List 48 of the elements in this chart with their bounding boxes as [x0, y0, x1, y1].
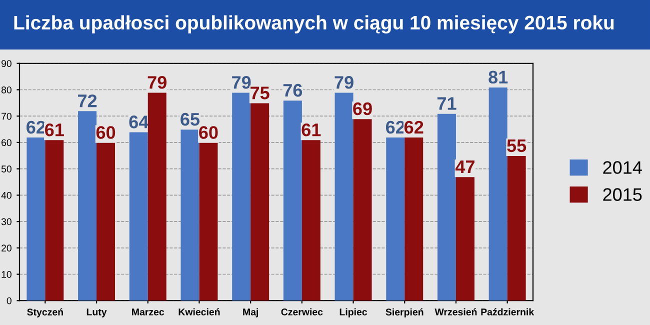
y-tick-label: 90: [2, 60, 12, 67]
data-label: 64: [129, 116, 149, 128]
data-label: 61: [45, 123, 64, 136]
x-tick-label: Marzec: [132, 308, 164, 316]
data-label: 71: [437, 97, 456, 110]
x-tick-label: Październik: [481, 308, 534, 316]
data-label: 79: [232, 76, 251, 89]
data-label: 60: [199, 126, 218, 139]
bar: [78, 110, 97, 301]
y-tick-label: 40: [1, 192, 12, 199]
data-label: 61: [302, 123, 321, 136]
data-label: 79: [334, 76, 354, 89]
data-label: 69: [353, 102, 372, 116]
data-label: 79: [148, 76, 166, 89]
y-tick-label: 60: [2, 139, 12, 146]
x-tick-label: Czerwiec: [281, 308, 323, 316]
data-label: 62: [386, 120, 405, 134]
data-label: 75: [250, 86, 270, 100]
bar: [488, 87, 508, 301]
data-label: 55: [507, 139, 526, 152]
chart-title: Liczba upadłosci opublikowanych w ciągu 10 miesięcy 2015 roku: [14, 15, 614, 34]
x-tick-label: Sierpień: [386, 308, 424, 318]
x-tick-label: Styczeń: [27, 308, 63, 318]
y-tick-label: 20: [2, 244, 12, 252]
x-tick-label: Kwiecień: [178, 308, 220, 316]
data-label: 72: [78, 94, 97, 108]
data-label: 62: [26, 120, 46, 134]
data-label: 65: [180, 112, 200, 126]
y-tick-label: 10: [2, 271, 12, 278]
x-tick-label: Lipiec: [340, 308, 368, 318]
data-label: 60: [96, 126, 116, 139]
legend-label: 2015: [603, 188, 642, 201]
data-label: 76: [283, 84, 302, 97]
x-tick-label: Maj: [243, 308, 258, 318]
y-tick-label: 80: [1, 86, 12, 94]
data-label: 47: [455, 160, 474, 173]
bar: [386, 137, 405, 301]
legend-label: 2014: [603, 161, 642, 174]
y-tick-label: 50: [1, 166, 12, 172]
data-label: 62: [404, 120, 424, 134]
y-tick-label: 0: [6, 297, 12, 304]
x-tick-label: Luty: [86, 308, 107, 318]
x-tick-label: Wrzesień: [434, 308, 477, 316]
bar: [26, 137, 46, 301]
y-tick-label: 30: [1, 218, 12, 226]
y-tick-label: 70: [2, 112, 12, 120]
data-label: 81: [488, 70, 508, 84]
bar: [437, 113, 456, 301]
